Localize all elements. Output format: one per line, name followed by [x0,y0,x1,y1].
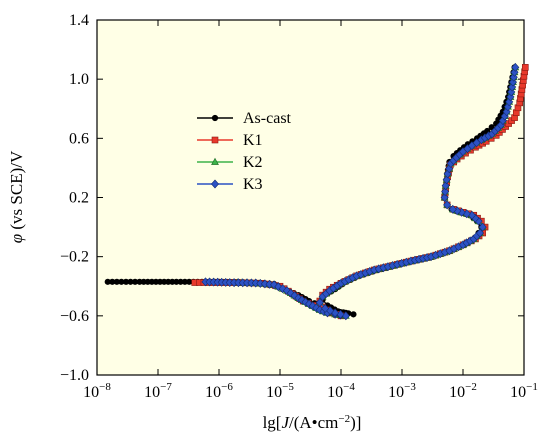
x-tick-base: 10 [449,384,465,401]
data-point-k3 [301,297,310,307]
x-tick-exponent: −7 [160,381,172,393]
data-point-k3 [445,164,454,174]
series-layer [104,62,529,321]
y-tick-label: −0.6 [60,308,89,325]
x-tick-label: 10−2 [449,381,477,401]
y-tick-label: 1.4 [69,12,89,29]
plot-area [96,19,525,376]
x-tick-base: 10 [144,384,160,401]
legend-item-as-cast: As-cast [197,110,292,127]
legend-label-as-cast: As-cast [243,110,292,127]
axis-ticks: 10−8 10−7 10−6 10−5 10−4 10−3 10−2 10−1−1.0−0.6… [60,12,538,401]
x-tick-label: 10−8 [83,381,111,401]
data-point-k3 [282,286,291,296]
data-point-k1 [521,64,529,71]
x-tick-exponent: −4 [343,381,355,393]
data-point-as-cast [350,311,357,318]
series-k3 [201,62,520,321]
data-point-k3 [511,62,520,72]
legend-marker-k1 [211,136,219,144]
x-tick-exponent: −1 [526,381,538,393]
legend-item-k3: K3 [197,176,263,193]
data-point-k3 [308,301,317,311]
data-point-k3 [508,82,517,92]
x-tick-exponent: −5 [282,381,294,393]
data-point-k3 [305,299,314,309]
x-tick-base: 10 [83,384,99,401]
data-point-k3 [440,193,449,202]
x-tick-label: 10−7 [144,381,172,401]
x-tick-label: 10−5 [266,381,294,401]
x-tick-base: 10 [510,384,526,401]
data-point-k3 [448,204,457,214]
x-tick-label: 10−4 [327,381,355,401]
x-tick-base: 10 [388,384,404,401]
data-point-k3 [476,228,485,238]
x-tick-base: 10 [327,384,343,401]
data-point-k3 [442,175,451,185]
x-tick-base: 10 [205,384,221,401]
x-tick-base: 10 [266,384,282,401]
data-point-k3 [441,187,450,197]
x-axis-label: lg[J/(A•cm−2)] [263,413,362,432]
y-tick-label: 1.0 [69,71,89,88]
data-point-k3 [507,87,516,97]
data-point-k3 [321,303,330,313]
legend-label-k1: K1 [243,132,263,149]
legend: As-cast K1 K2 K3 [197,110,292,193]
y-tick-label: −1.0 [60,367,89,384]
data-point-k3 [441,181,450,191]
x-tick-exponent: −2 [465,381,477,393]
data-point-k3 [443,200,452,210]
legend-marker-k2 [211,157,219,165]
legend-item-k2: K2 [197,154,263,171]
y-tick-label: 0.2 [69,190,89,207]
x-tick-exponent: −8 [99,381,111,393]
legend-marker-as-cast [211,114,219,122]
data-point-k3 [294,293,303,303]
x-tick-label: 10−6 [205,381,233,401]
y-tick-label: 0.6 [69,130,89,147]
legend-marker-k3 [210,179,220,189]
legend-label-k2: K2 [243,154,263,171]
legend-label-k3: K3 [243,176,263,193]
x-tick-exponent: −6 [221,381,233,393]
x-tick-exponent: −3 [404,381,416,393]
data-point-k3 [478,222,487,232]
y-tick-label: −0.2 [60,249,89,266]
x-tick-label: 10−1 [510,381,538,401]
y-axis-label: φ (vs SCE)/V [7,150,26,243]
x-tick-label: 10−3 [388,381,416,401]
legend-item-k1: K1 [197,132,263,149]
data-point-k3 [315,298,324,307]
